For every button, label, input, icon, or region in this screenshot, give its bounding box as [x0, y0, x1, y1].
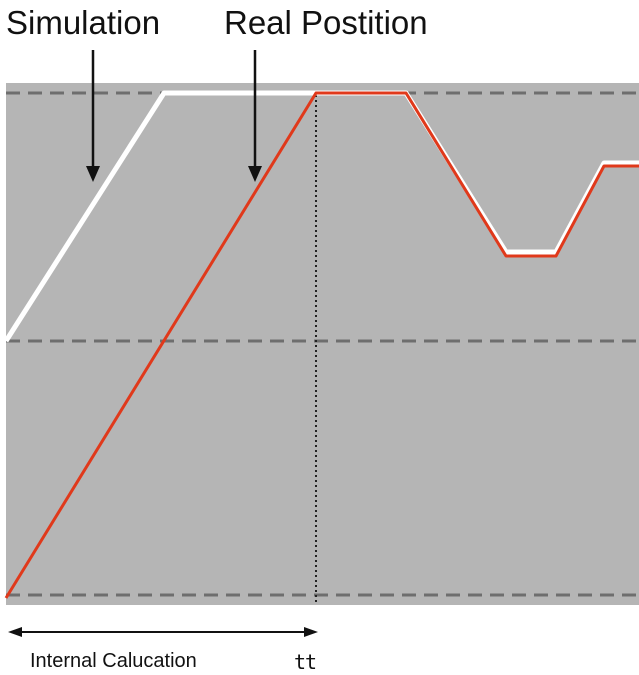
- tt-label: tt: [294, 650, 317, 674]
- simulation-label: Simulation: [6, 4, 161, 41]
- real-position-label: Real Postition: [224, 4, 428, 41]
- real-position-arrow: [248, 50, 262, 182]
- simulation-arrow: [86, 50, 100, 182]
- simulation-trace: [3, 90, 639, 343]
- plot-background: [6, 83, 639, 605]
- internal-calculation-span-arrow: [8, 627, 318, 637]
- internal-calculation-label: Internal Calucation: [30, 650, 197, 672]
- real-position-trace: [4, 91, 639, 599]
